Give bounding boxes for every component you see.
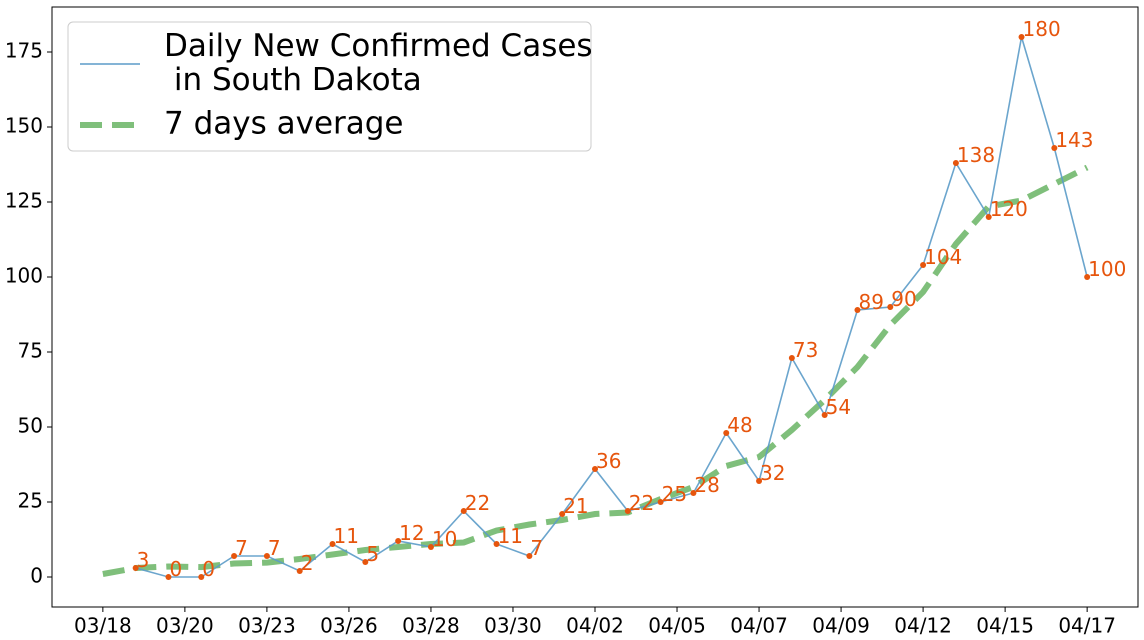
data-point (624, 508, 631, 514)
data-label: 73 (793, 338, 818, 362)
data-point (657, 499, 664, 505)
data-point (952, 160, 959, 166)
data-label: 25 (662, 482, 687, 506)
data-point (395, 538, 402, 544)
legend: Daily New Confirmed Cases in South Dakot… (67, 21, 593, 152)
data-label: 3 (137, 548, 150, 572)
x-tick-label: 04/05 (648, 614, 706, 638)
data-label: 54 (826, 395, 851, 419)
y-tick-label: 50 (18, 414, 43, 438)
data-label: 5 (366, 542, 379, 566)
data-label: 28 (694, 473, 719, 497)
y-tick-label: 150 (5, 114, 43, 138)
data-point (198, 574, 205, 580)
x-tick-label: 03/30 (484, 614, 542, 638)
data-label: 143 (1055, 128, 1093, 152)
x-tick-label: 04/15 (976, 614, 1034, 638)
legend-box (67, 21, 592, 152)
data-point (460, 508, 467, 514)
data-point (296, 568, 303, 574)
data-point (887, 304, 894, 310)
data-label: 104 (924, 245, 962, 269)
data-label: 12 (399, 521, 424, 545)
y-tick-label: 75 (18, 339, 43, 363)
data-point (854, 307, 861, 313)
data-label: 22 (465, 491, 490, 515)
data-label: 0 (169, 557, 182, 581)
data-label: 21 (563, 494, 588, 518)
series-line (135, 36, 1088, 578)
legend-label: 7 days average (164, 106, 404, 142)
data-point (493, 541, 500, 547)
data-point (756, 478, 763, 484)
data-point (1084, 274, 1091, 280)
data-point (132, 565, 139, 571)
data-point (165, 574, 172, 580)
legend-label: Daily New Confirmed Cases in South Dakot… (164, 28, 593, 98)
data-point (723, 430, 730, 436)
x-tick-label: 04/09 (812, 614, 870, 638)
data-point (1051, 145, 1058, 151)
data-point (526, 553, 533, 559)
data-label: 7 (530, 536, 543, 560)
data-point (329, 541, 336, 547)
data-point (821, 412, 828, 418)
x-tick-label: 04/12 (894, 614, 952, 638)
data-label: 10 (432, 527, 457, 551)
data-label: 22 (629, 491, 654, 515)
data-point (362, 559, 369, 565)
data-point (690, 490, 697, 496)
data-label: 0 (202, 557, 215, 581)
data-point (427, 544, 434, 550)
data-point (985, 214, 992, 220)
data-label: 11 (334, 524, 359, 548)
x-tick-label: 03/23 (238, 614, 296, 638)
x-tick-label: 03/18 (74, 614, 132, 638)
data-label: 138 (957, 143, 995, 167)
data-label: 7 (235, 536, 248, 560)
data-point (231, 553, 238, 559)
data-label: 100 (1088, 257, 1126, 281)
x-tick-label: 04/17 (1058, 614, 1116, 638)
x-tick-label: 03/28 (402, 614, 460, 638)
y-tick-label: 25 (18, 489, 43, 513)
y-tick-label: 100 (5, 264, 43, 288)
x-tick-label: 04/07 (730, 614, 788, 638)
data-label: 90 (891, 287, 916, 311)
data-point (1018, 34, 1025, 40)
x-tick-label: 03/26 (320, 614, 378, 638)
y-tick-label: 175 (5, 39, 43, 63)
data-label: 48 (727, 413, 752, 437)
data-label: 89 (858, 290, 883, 314)
x-tick-label: 04/02 (566, 614, 624, 638)
y-tick-label: 0 (30, 564, 43, 588)
data-label: 36 (596, 449, 621, 473)
data-label: 180 (1023, 17, 1061, 41)
data-point (592, 466, 598, 472)
data-label: 2 (301, 551, 314, 575)
data-label: 7 (268, 536, 281, 560)
x-tick-label: 03/20 (156, 614, 214, 638)
data-point (788, 355, 795, 361)
data-point (920, 262, 927, 268)
data-label: 32 (760, 461, 785, 485)
y-tick-label: 125 (5, 189, 43, 213)
data-point (559, 511, 566, 517)
data-label: 120 (990, 197, 1028, 221)
data-point (263, 553, 270, 559)
series-line (102, 164, 1089, 577)
data-label: 11 (498, 524, 523, 548)
